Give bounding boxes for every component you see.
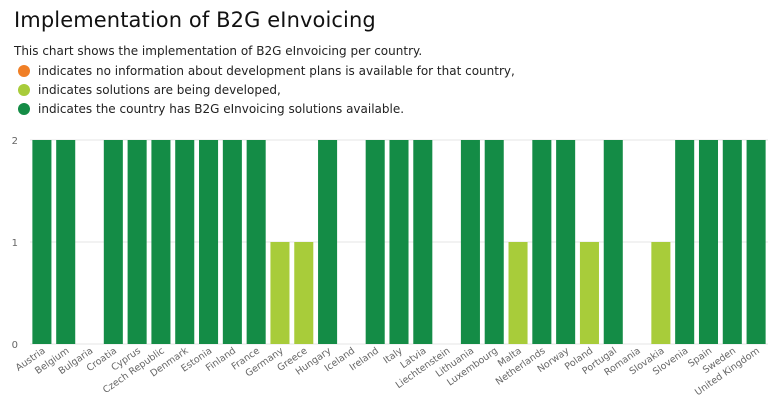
chart-title: Implementation of B2G eInvoicing bbox=[14, 8, 376, 32]
bar-hungary bbox=[318, 140, 338, 344]
legend-item-no-info: indicates no information about developme… bbox=[18, 61, 515, 80]
bar-lithuania bbox=[460, 140, 480, 344]
bar-austria bbox=[32, 140, 52, 344]
bar-sweden bbox=[722, 140, 742, 344]
bar-spain bbox=[698, 140, 719, 344]
legend: indicates no information about developme… bbox=[18, 61, 515, 118]
bar-netherlands bbox=[532, 140, 552, 344]
bar-croatia bbox=[103, 140, 123, 344]
y-tick-label: 1 bbox=[12, 238, 18, 249]
bar-greece bbox=[294, 242, 314, 344]
bar-france bbox=[246, 140, 266, 344]
y-tick-label: 0 bbox=[12, 340, 18, 351]
bar-slovakia bbox=[651, 242, 671, 344]
bar-poland bbox=[579, 242, 599, 344]
bar-slovenia bbox=[675, 140, 695, 344]
bar-malta bbox=[508, 242, 528, 344]
bar-belgium bbox=[56, 140, 76, 344]
bar-denmark bbox=[175, 140, 195, 344]
bar-ireland bbox=[365, 140, 385, 344]
bar-czech-republic bbox=[151, 140, 171, 344]
bar-luxembourg bbox=[484, 140, 504, 344]
bar-norway bbox=[556, 140, 576, 344]
bar-portugal bbox=[603, 140, 623, 344]
chart-subtitle: This chart shows the implementation of B… bbox=[14, 44, 423, 58]
legend-item-available: indicates the country has B2G eInvoicing… bbox=[18, 99, 515, 118]
bar-estonia bbox=[199, 140, 219, 344]
bar-united-kingdom bbox=[746, 140, 766, 344]
legend-label-developing: indicates solutions are being developed, bbox=[38, 82, 281, 97]
dark-green-dot-icon bbox=[18, 102, 30, 115]
bar-germany bbox=[270, 242, 290, 344]
legend-label-available: indicates the country has B2G eInvoicing… bbox=[38, 101, 405, 116]
light-green-dot-icon bbox=[18, 83, 30, 96]
orange-dot-icon bbox=[18, 64, 30, 77]
bar-cyprus bbox=[127, 140, 147, 344]
bar-finland bbox=[222, 140, 242, 344]
y-tick-label: 2 bbox=[12, 136, 18, 147]
bar-italy bbox=[389, 140, 409, 344]
bar-latvia bbox=[413, 140, 433, 344]
legend-item-developing: indicates solutions are being developed, bbox=[18, 80, 515, 99]
legend-label-no-info: indicates no information about developme… bbox=[38, 63, 515, 78]
